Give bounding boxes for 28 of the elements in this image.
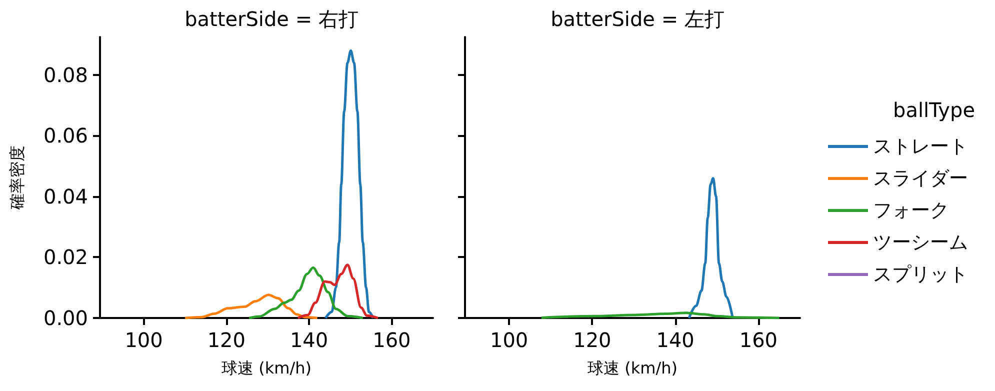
x-tick-label: 160 <box>739 328 778 352</box>
x-axis-title: 球速 (km/h) <box>222 358 312 378</box>
y-axis-title: 確率密度 <box>8 146 26 210</box>
legend-label: スプリット <box>873 264 968 286</box>
x-tick-label: 120 <box>207 328 246 352</box>
x-tick-label: 120 <box>573 328 612 352</box>
y-tick-label: 0.02 <box>43 245 88 270</box>
y-tick-label: 0.06 <box>43 124 88 148</box>
legend-label: ツーシーム <box>873 232 968 254</box>
y-tick-label: 0.08 <box>43 62 88 87</box>
legend-label: スライダー <box>873 168 968 190</box>
line-series <box>184 294 319 320</box>
chart-title: batterSide = 右打 <box>184 7 358 31</box>
legend-label: ストレート <box>873 136 968 158</box>
x-tick-label: 100 <box>124 328 163 352</box>
line-series <box>296 264 380 320</box>
line-series <box>324 49 374 320</box>
x-tick-label: 140 <box>290 328 328 352</box>
x-tick-label: 140 <box>656 328 694 352</box>
y-tick-label: 0.04 <box>43 184 88 208</box>
x-tick-label: 100 <box>490 328 528 352</box>
legend-title: ballType <box>893 98 976 122</box>
x-tick-label: 160 <box>372 328 411 352</box>
x-axis-title: 球速 (km/h) <box>588 358 678 378</box>
y-tick-label: 0.00 <box>43 306 88 330</box>
line-series <box>248 266 364 320</box>
legend-label: フォーク <box>873 200 949 222</box>
chart-title: batterSide = 左打 <box>550 7 724 31</box>
